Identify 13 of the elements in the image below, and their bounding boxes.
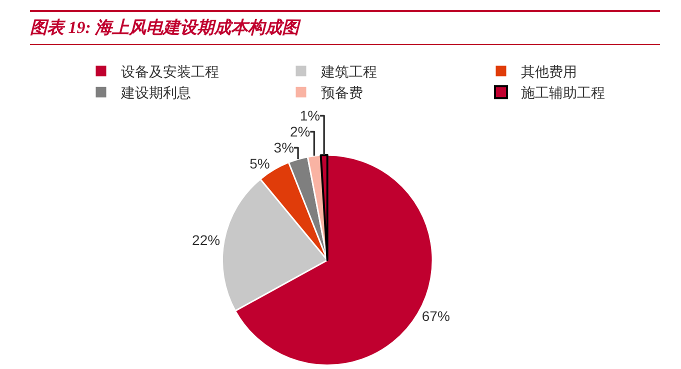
data-label: 2% (290, 124, 310, 140)
legend-label: 施工辅助工程 (521, 84, 605, 101)
data-label: 67% (422, 308, 450, 324)
data-label: 22% (192, 232, 220, 248)
data-label: 5% (250, 156, 270, 172)
data-label: 1% (300, 108, 320, 124)
legend-label: 预备费 (321, 84, 363, 101)
legend-label: 建筑工程 (320, 63, 377, 80)
data-label: 3% (274, 140, 294, 156)
chart-title: 图表 19: 海上风电建设期成本构成图 (30, 10, 660, 45)
legend-label: 设备及安装工程 (121, 63, 219, 80)
legend-label: 其他费用 (521, 63, 577, 80)
legend-label: 建设期利息 (120, 84, 191, 101)
